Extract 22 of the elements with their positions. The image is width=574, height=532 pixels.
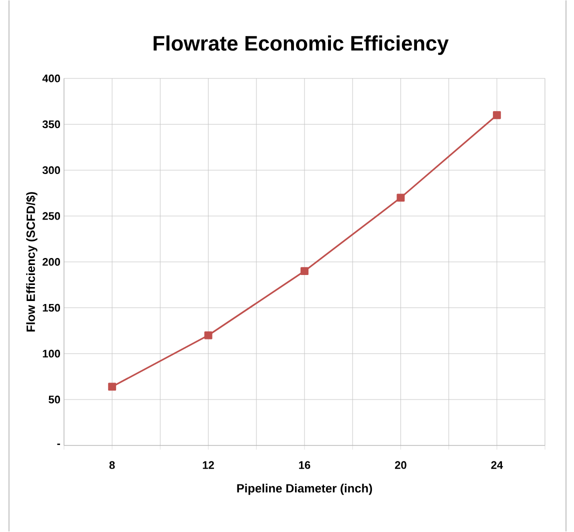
x-tick-label: 20 <box>394 461 406 470</box>
y-tick-label: 250 <box>42 212 60 220</box>
y-tick-label: 150 <box>42 304 60 312</box>
y-tick-label: 300 <box>42 166 60 174</box>
x-tick-label: 8 <box>109 461 115 470</box>
x-tick-label: 24 <box>491 461 503 469</box>
x-tick-label: 16 <box>299 461 310 470</box>
x-axis-title: Pipeline Diameter (inch) <box>237 484 372 496</box>
y-axis-title: Flow Efficiency (SCFD/$) <box>26 192 38 332</box>
y-tick-label: - <box>57 444 60 446</box>
point <box>204 331 212 340</box>
y-tick-label: 100 <box>42 350 60 358</box>
y-tick-label: 50 <box>48 396 60 404</box>
x-tick-label: 12 <box>202 461 214 469</box>
point <box>396 194 405 202</box>
y-tick-label: 400 <box>42 74 60 82</box>
point <box>492 111 501 120</box>
y-tick-label: 350 <box>42 120 60 128</box>
point <box>300 267 308 276</box>
point <box>108 382 116 391</box>
y-tick-label: 200 <box>42 258 60 266</box>
chart-title: Flowrate Economic Efficiency <box>154 36 449 55</box>
